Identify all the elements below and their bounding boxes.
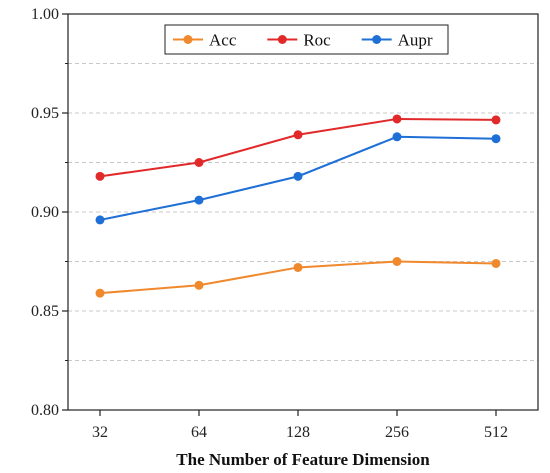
data-point-acc — [293, 262, 303, 272]
data-point-aupr — [95, 215, 105, 225]
legend-item-aupr: Aupr — [361, 31, 433, 50]
x-tick-label: 512 — [484, 424, 508, 441]
series-line-roc — [99, 117, 497, 178]
legend-swatch-marker — [183, 35, 193, 44]
legend-label: Aupr — [398, 31, 433, 50]
data-point-aupr — [491, 134, 501, 144]
x-axis-ticks: 32 64 128 256 512 — [92, 410, 508, 441]
y-tick-label: 1.00 — [31, 6, 59, 23]
x-axis-title: The Number of Feature Dimension — [176, 450, 430, 469]
x-tick-label: 32 — [92, 424, 108, 441]
data-point-roc — [491, 115, 501, 125]
data-point-acc — [491, 258, 501, 268]
data-point-aupr — [194, 195, 204, 205]
legend-box — [164, 24, 449, 55]
legend-label: Roc — [303, 31, 331, 50]
data-point-acc — [392, 257, 402, 266]
data-point-acc — [95, 288, 105, 298]
legend-item-acc: Acc — [173, 31, 237, 50]
legend-item-roc: Roc — [267, 31, 331, 50]
legend: Acc Roc Aupr — [164, 24, 449, 55]
grid-lines — [68, 63, 538, 361]
data-point-roc — [95, 171, 105, 181]
series-lines — [95, 114, 501, 298]
legend-label: Acc — [209, 31, 237, 50]
x-tick-label: 64 — [191, 424, 207, 441]
y-tick-label: 0.90 — [31, 204, 59, 221]
data-point-acc — [194, 280, 204, 290]
legend-swatch-marker — [372, 35, 382, 44]
series-acc — [95, 257, 501, 298]
y-tick-label: 0.85 — [31, 303, 59, 320]
x-tick-label: 128 — [286, 424, 310, 441]
data-point-roc — [293, 130, 303, 140]
y-axis-ticks: 0.80 0.85 0.90 0.95 1.00 — [31, 6, 68, 419]
series-aupr — [95, 132, 501, 225]
data-point-roc — [194, 158, 204, 167]
series-roc — [95, 114, 501, 181]
y-tick-label: 0.80 — [31, 402, 59, 419]
legend-swatch-marker — [277, 35, 287, 44]
data-point-roc — [392, 114, 402, 124]
data-point-aupr — [293, 171, 303, 181]
y-tick-label: 0.95 — [31, 105, 59, 122]
data-point-aupr — [392, 132, 402, 142]
x-tick-label: 256 — [385, 424, 409, 441]
